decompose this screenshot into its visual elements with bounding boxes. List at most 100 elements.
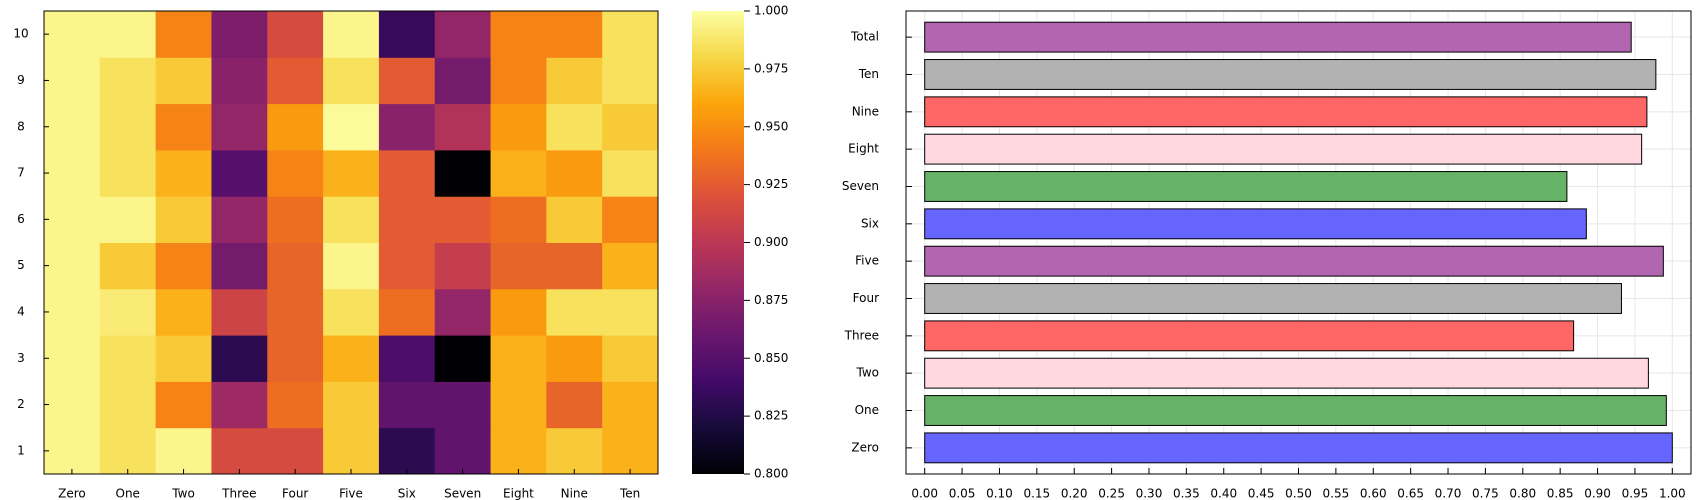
heatmap-cell (155, 57, 212, 105)
heatmap-cell (434, 427, 492, 475)
heatmap-cell (602, 335, 659, 382)
heatmap-cell (155, 335, 212, 382)
bar-category-label: Four (853, 291, 879, 305)
heatmap-cell (211, 242, 268, 290)
bar (924, 21, 1632, 53)
bar-x-tick-label: 0.00 (911, 487, 938, 500)
heatmap-cell (378, 242, 436, 290)
heatmap-cell (44, 381, 101, 429)
heatmap-y-tick-label: 9 (17, 73, 25, 87)
heatmap-cell (44, 427, 101, 475)
heatmap-cell (44, 149, 101, 197)
heatmap-cell (155, 242, 212, 290)
bar-x-tick-label: 0.05 (949, 487, 976, 500)
heatmap-cell (490, 11, 547, 58)
heatmap-cell (155, 103, 212, 151)
heatmap-cell (267, 427, 324, 475)
heatmap-cell (211, 381, 268, 429)
heatmap-cell (378, 57, 436, 105)
heatmap-cell (44, 57, 101, 105)
colorbar-tick-label: 0.950 (754, 119, 788, 133)
heatmap-cell (44, 242, 101, 290)
heatmap-cell (44, 11, 101, 58)
heatmap-cell (155, 11, 212, 58)
bar-x-tick-label: 1.00 (1659, 487, 1686, 500)
colorbar-tick-label: 0.975 (754, 61, 788, 75)
heatmap-cell (267, 381, 324, 429)
heatmap-cell (434, 381, 492, 429)
heatmap-cell (99, 381, 157, 429)
heatmap-cell (434, 103, 492, 151)
colorbar (692, 11, 744, 474)
heatmap-cell (267, 196, 324, 243)
bar-x-tick-label: 0.60 (1360, 487, 1387, 500)
heatmap-cell (602, 288, 659, 336)
heatmap-cell (44, 196, 101, 243)
heatmap-x-tick-label: Three (221, 487, 256, 500)
heatmap-cell (602, 149, 659, 197)
heatmap-cell (211, 288, 268, 336)
colorbar-tick-label: 1.000 (754, 4, 788, 18)
heatmap-cell (546, 149, 603, 197)
heatmap-cell (434, 196, 492, 243)
heatmap-cell (378, 381, 436, 429)
heatmap-x-tick-label: Nine (561, 487, 588, 500)
heatmap-cell (490, 427, 547, 475)
heatmap-cell (99, 288, 157, 336)
bar-category-label: Six (861, 216, 879, 230)
heatmap-cell (602, 57, 659, 105)
bar (924, 208, 1587, 240)
bar-x-tick-label: 0.40 (1210, 487, 1237, 500)
heatmap-cell (323, 242, 380, 290)
bar-x-tick-label: 0.70 (1435, 487, 1462, 500)
bar-x-tick-label: 0.75 (1472, 487, 1499, 500)
bar-x-tick-label: 0.95 (1622, 487, 1649, 500)
heatmap-cell (490, 196, 547, 243)
bar-category-label: One (855, 403, 879, 417)
colorbar-tick-label: 0.800 (754, 467, 788, 481)
heatmap-cell (211, 149, 268, 197)
heatmap-cell (267, 335, 324, 382)
heatmap-y-tick-label: 3 (17, 351, 25, 365)
heatmap-x-tick-label: Ten (619, 487, 640, 500)
bar (924, 96, 1648, 128)
heatmap-cell (155, 427, 212, 475)
heatmap-x-tick-label: Four (282, 487, 308, 500)
heatmap-cell (546, 103, 603, 151)
heatmap-cell (99, 149, 157, 197)
heatmap-cell (211, 427, 268, 475)
bar-x-tick-label: 0.85 (1547, 487, 1574, 500)
heatmap-cell (602, 103, 659, 151)
heatmap-cell (323, 335, 380, 382)
heatmap-cell (378, 11, 436, 58)
heatmap-cell (546, 288, 603, 336)
heatmap-cell (378, 149, 436, 197)
heatmap-x-tick-label: Seven (444, 487, 481, 500)
bar-category-label: Three (844, 328, 879, 342)
heatmap-cell (323, 427, 380, 475)
heatmap-cell (211, 103, 268, 151)
bar-category-label: Zero (851, 440, 879, 454)
bar-x-tick-label: 0.30 (1136, 487, 1163, 500)
bar-x-tick-label: 0.20 (1061, 487, 1088, 500)
heatmap-cell (267, 57, 324, 105)
colorbar-tick-label: 0.900 (754, 235, 788, 249)
bar-x-tick-label: 0.55 (1323, 487, 1350, 500)
heatmap-cell (490, 149, 547, 197)
heatmap-cell (602, 381, 659, 429)
bar (924, 245, 1664, 277)
bar (924, 283, 1622, 314)
heatmap-cell (323, 11, 380, 58)
heatmap-cell (323, 288, 380, 336)
bar-category-label: Total (850, 30, 879, 44)
bar-x-tick-label: 0.25 (1098, 487, 1125, 500)
heatmap-cell (378, 196, 436, 243)
heatmap-cell (434, 242, 492, 290)
bar-category-label: Nine (852, 104, 879, 118)
heatmap-cell (490, 288, 547, 336)
heatmap-cell (602, 11, 659, 58)
heatmap-cell (602, 427, 659, 475)
heatmap-cell (490, 103, 547, 151)
heatmap-y-tick-label: 10 (13, 27, 28, 41)
